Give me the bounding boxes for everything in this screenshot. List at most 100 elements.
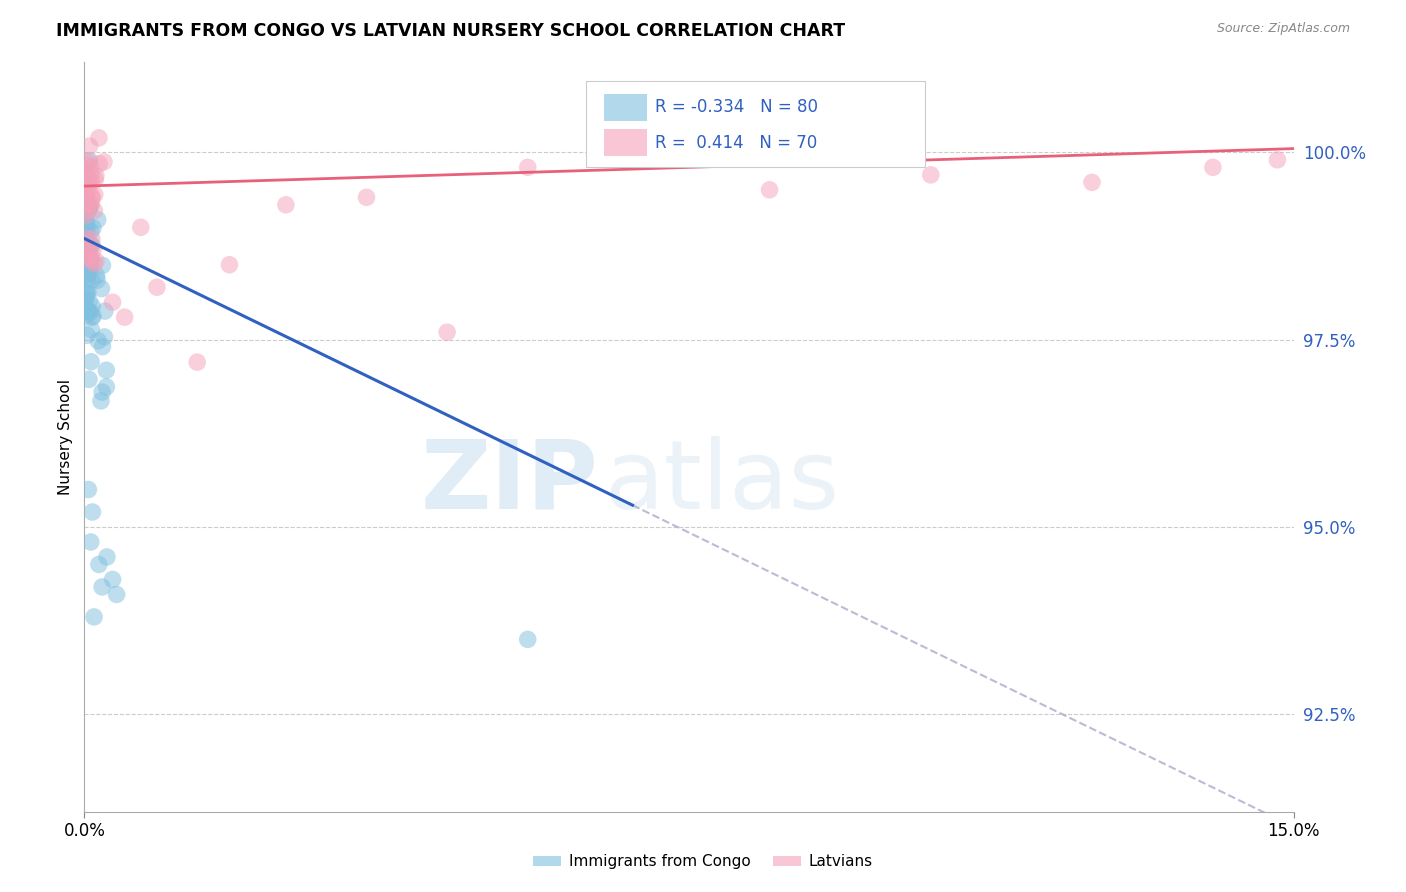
Point [82,192,104,206]
Point [84,172,107,186]
Point [75,190,97,204]
Point [91,580,114,594]
Point [82,505,104,519]
Point [77,372,100,386]
Point [76,229,98,244]
Point [87,558,110,572]
Point [80,238,103,252]
Point [91,259,114,273]
Point [91,340,114,354]
Point [75,247,97,261]
Text: R =  0.414   N = 70: R = 0.414 N = 70 [655,134,817,152]
Point [76,217,98,231]
Point [77,304,100,318]
Point [79,200,101,214]
Point [94,304,117,318]
Point [101,573,124,587]
Point [76,247,98,261]
Point [1267,153,1289,167]
Point [82,309,104,323]
Point [77,198,100,212]
Point [73,293,96,308]
Point [76,205,98,219]
Point [76,254,98,268]
Point [75,249,97,263]
Point [80,273,103,287]
FancyBboxPatch shape [605,129,647,156]
Point [73,210,96,224]
Point [79,238,101,252]
Point [79,173,101,187]
Point [76,223,98,237]
Text: IMMIGRANTS FROM CONGO VS LATVIAN NURSERY SCHOOL CORRELATION CHART: IMMIGRANTS FROM CONGO VS LATVIAN NURSERY… [56,22,845,40]
Point [80,253,103,268]
Y-axis label: Nursery School: Nursery School [58,379,73,495]
Point [83,257,105,271]
Point [79,242,101,256]
Point [129,220,152,235]
Point [96,363,118,377]
Point [75,303,97,318]
Point [87,131,110,145]
Legend: Immigrants from Congo, Latvians: Immigrants from Congo, Latvians [527,848,879,875]
FancyBboxPatch shape [586,81,925,168]
Point [76,286,98,301]
Point [75,186,97,201]
Point [920,168,942,182]
Point [77,201,100,215]
Point [77,285,100,300]
Point [101,295,124,310]
Point [79,160,101,174]
Point [73,222,96,236]
Point [79,252,101,266]
Point [75,157,97,171]
Point [80,232,103,246]
Point [114,310,136,325]
Point [516,632,538,647]
Point [84,169,107,183]
Point [91,385,114,400]
Point [218,258,240,272]
Point [76,301,98,316]
Point [79,139,101,153]
Point [79,260,101,274]
Point [146,280,169,294]
Point [89,157,111,171]
Text: Source: ZipAtlas.com: Source: ZipAtlas.com [1216,22,1350,36]
Point [75,244,97,259]
Point [77,184,100,198]
Point [75,217,97,231]
Point [758,183,780,197]
Point [76,272,98,286]
Point [90,393,112,408]
Point [73,222,96,236]
Point [76,268,98,282]
Point [83,242,105,256]
Point [80,322,103,336]
Point [77,202,100,216]
Point [86,273,108,287]
Point [82,300,104,314]
Point [83,610,105,624]
Point [75,290,97,304]
Point [75,262,97,277]
Point [75,256,97,270]
Point [76,251,98,265]
Point [77,264,100,278]
Point [77,154,100,169]
Point [80,355,103,369]
Point [83,203,105,218]
Point [96,380,118,394]
Point [73,185,96,199]
Point [84,254,107,268]
Point [76,177,98,191]
Point [80,166,103,180]
Point [96,549,118,564]
Point [77,483,100,497]
Point [83,187,105,202]
Point [186,355,208,369]
Point [79,199,101,213]
Point [80,249,103,263]
Point [105,587,128,601]
Point [80,197,103,211]
